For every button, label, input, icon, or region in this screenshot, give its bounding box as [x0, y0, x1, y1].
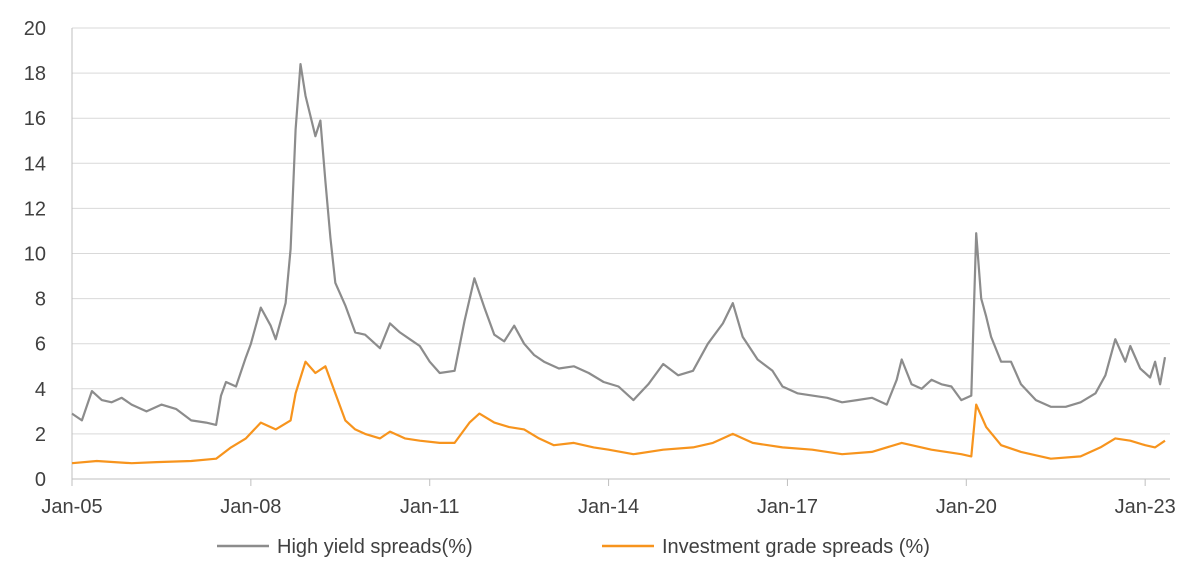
x-tick-label: Jan-20 [936, 496, 997, 518]
y-tick-label: 2 [35, 424, 46, 446]
axes: 0 2 4 6 8 10 12 14 16 18 20 Jan-05 Jan-08 Jan-11 Jan-1… [24, 18, 1176, 518]
y-tick-label: 8 [35, 289, 46, 311]
x-tick-label: Jan-05 [41, 496, 102, 518]
grid-lines [72, 27, 1170, 435]
y-tick-label: 20 [24, 18, 46, 40]
y-tick-label: 14 [24, 153, 46, 175]
y-tick-label: 0 [35, 469, 46, 491]
legend: High yield spreads(%) Investment grade sp… [217, 536, 930, 558]
x-tick-label: Jan-11 [400, 496, 460, 518]
y-tick-label: 18 [24, 63, 46, 85]
y-tick-label: 12 [24, 198, 46, 220]
legend-label-high-yield: High yield spreads(%) [277, 536, 473, 558]
y-tick-label: 6 [35, 334, 46, 356]
series-lines [71, 62, 1167, 465]
y-tick-label: 4 [35, 379, 46, 401]
y-tick-label: 16 [24, 108, 46, 130]
x-tick-label: Jan-08 [220, 496, 281, 518]
legend-label-investment-grade: Investment grade spreads (%) [662, 536, 930, 558]
series-line-investment-grade [71, 360, 1166, 465]
y-tick-label: 10 [24, 244, 46, 266]
x-tick-label: Jan-23 [1115, 496, 1176, 518]
x-tick-label: Jan-14 [578, 496, 639, 518]
x-tick-label: Jan-17 [757, 496, 818, 518]
series-line-high-yield [71, 62, 1167, 426]
